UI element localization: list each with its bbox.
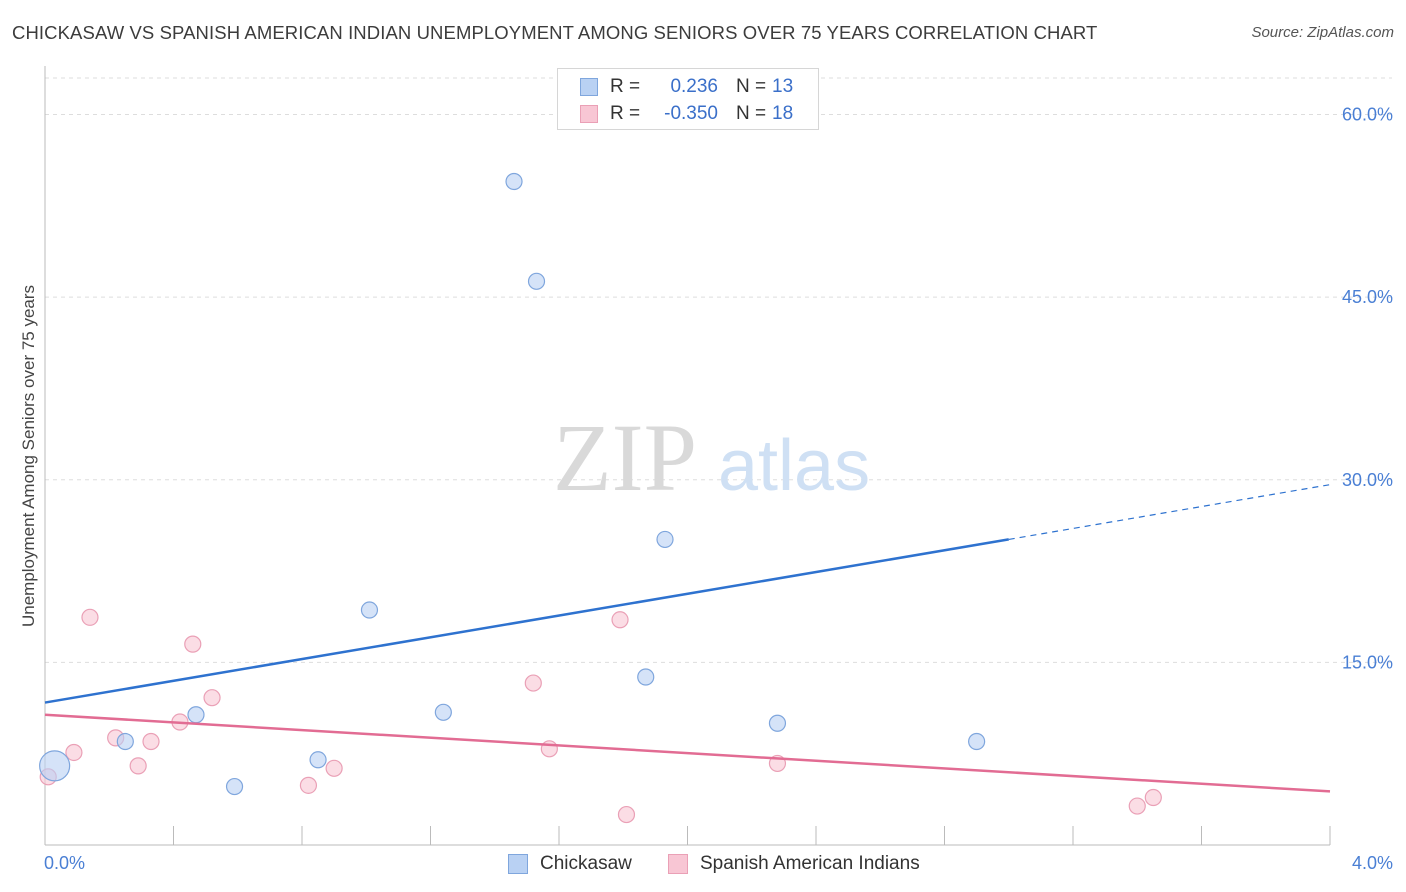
y-axis-label: Unemployment Among Seniors over 75 years (19, 285, 38, 627)
spanish-american-indians-point (184, 635, 202, 653)
legend-item-spanish-american-indians: Spanish American Indians (668, 852, 920, 876)
y-tick-labels: 15.0% 30.0% 45.0% 60.0% (1342, 105, 1393, 673)
spanish-american-indians-legend-swatch (668, 854, 688, 874)
chart-title: CHICKASAW VS SPANISH AMERICAN INDIAN UNE… (12, 22, 1098, 43)
watermark: ZIP atlas (553, 404, 870, 511)
chickasaw-swatch (580, 78, 598, 96)
y-tick-label: 15.0% (1342, 652, 1393, 672)
r-value: -0.350 (664, 103, 718, 124)
spanish-american-indians-point (611, 611, 629, 629)
legend-row-spanish-american-indians: R = -0.350 N = 18 (580, 101, 793, 127)
correlation-legend: R = 0.236 N = 13 R = -0.350 N = 18 (557, 68, 819, 130)
watermark-atlas: atlas (718, 426, 870, 506)
chickasaw-point (656, 530, 674, 549)
chickasaw-point (768, 714, 787, 732)
r-value: 0.236 (670, 76, 718, 97)
chickasaw-point (116, 732, 134, 751)
chickasaw-point (434, 703, 452, 721)
chickasaw-point (309, 751, 327, 769)
spanish-american-indians-points (39, 608, 1162, 824)
r-label: R = (610, 76, 641, 97)
spanish-american-indians-point (129, 757, 147, 775)
spanish-american-indians-swatch (580, 105, 598, 123)
trend-lines (44, 484, 1331, 793)
source-label: Source: ZipAtlas.com (1251, 24, 1394, 41)
chickasaw-point (360, 601, 379, 619)
n-value: 18 (772, 103, 794, 124)
watermark-zip: ZIP (553, 404, 697, 511)
spanish-american-indians-point (65, 743, 83, 762)
x-tick-label: 4.0% (1352, 853, 1393, 873)
chickasaw-point (505, 172, 523, 191)
chickasaw-legend-label: Chickasaw (540, 853, 632, 874)
chickasaw-point (527, 272, 546, 290)
y-tick-label: 30.0% (1342, 470, 1393, 490)
spanish-american-indians-point (524, 674, 542, 692)
r-label: R = (610, 103, 641, 124)
spanish-american-indians-point (203, 689, 221, 707)
spanish-american-indians-point (81, 608, 99, 626)
spanish-american-indians-point (299, 776, 318, 794)
legend-item-chickasaw: Chickasaw (508, 852, 632, 876)
y-tick-label: 60.0% (1342, 105, 1393, 125)
chickasaw-point (225, 777, 244, 796)
legend-row-chickasaw: R = 0.236 N = 13 (580, 74, 793, 100)
spanish-american-indians-legend-label: Spanish American Indians (700, 853, 920, 874)
n-label: N = (736, 76, 767, 97)
spanish-american-indians-point (540, 740, 558, 758)
spanish-american-indians-point (1144, 788, 1162, 807)
chickasaw-point (39, 750, 71, 782)
spanish-american-indians-trend-line (44, 713, 1331, 793)
n-value: 13 (772, 76, 794, 97)
spanish-american-indians-point (142, 732, 160, 751)
chickasaw-trend-line (44, 538, 1009, 704)
x-tick-label: 0.0% (44, 853, 85, 873)
chickasaw-point (968, 732, 986, 751)
chickasaw-point (187, 706, 205, 724)
spanish-american-indians-point (617, 805, 636, 824)
chickasaw-legend-swatch (508, 854, 528, 874)
chickasaw-trend-extension (1008, 484, 1331, 541)
x-tick-labels: 0.0% 4.0% (44, 853, 1393, 873)
chickasaw-points (39, 172, 986, 796)
spanish-american-indians-point (325, 759, 343, 777)
spanish-american-indians-point (1128, 797, 1146, 815)
y-tick-label: 45.0% (1342, 287, 1393, 307)
chickasaw-point (637, 668, 655, 686)
grid-lines (45, 77, 1392, 663)
n-label: N = (736, 103, 767, 124)
